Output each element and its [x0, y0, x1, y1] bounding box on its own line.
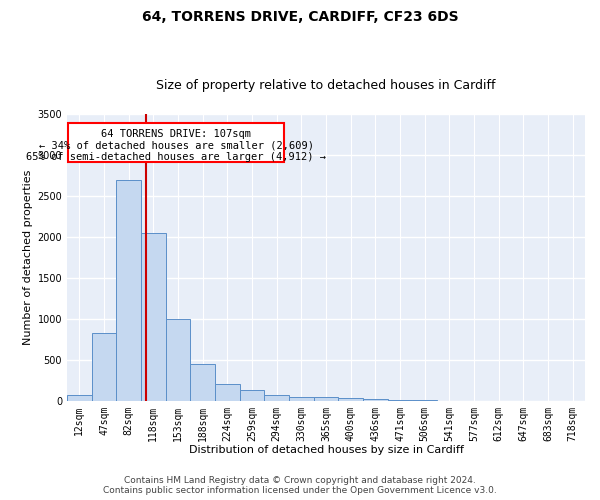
- Bar: [338, 398, 363, 400]
- Bar: [265, 394, 289, 400]
- Bar: [239, 390, 265, 400]
- Bar: [68, 123, 284, 162]
- Bar: [67, 394, 92, 400]
- Bar: [141, 233, 166, 400]
- Text: 64 TORRENS DRIVE: 107sqm: 64 TORRENS DRIVE: 107sqm: [101, 129, 251, 139]
- Text: 65% of semi-detached houses are larger (4,912) →: 65% of semi-detached houses are larger (…: [26, 152, 326, 162]
- Y-axis label: Number of detached properties: Number of detached properties: [23, 170, 33, 345]
- Text: ← 34% of detached houses are smaller (2,609): ← 34% of detached houses are smaller (2,…: [38, 140, 314, 150]
- Bar: [92, 333, 116, 400]
- Bar: [166, 319, 190, 400]
- X-axis label: Distribution of detached houses by size in Cardiff: Distribution of detached houses by size …: [188, 445, 463, 455]
- Text: 64, TORRENS DRIVE, CARDIFF, CF23 6DS: 64, TORRENS DRIVE, CARDIFF, CF23 6DS: [142, 10, 458, 24]
- Bar: [289, 396, 314, 400]
- Bar: [190, 364, 215, 401]
- Title: Size of property relative to detached houses in Cardiff: Size of property relative to detached ho…: [156, 79, 496, 92]
- Bar: [215, 384, 239, 400]
- Text: Contains HM Land Registry data © Crown copyright and database right 2024.
Contai: Contains HM Land Registry data © Crown c…: [103, 476, 497, 495]
- Bar: [116, 180, 141, 400]
- Bar: [314, 398, 338, 400]
